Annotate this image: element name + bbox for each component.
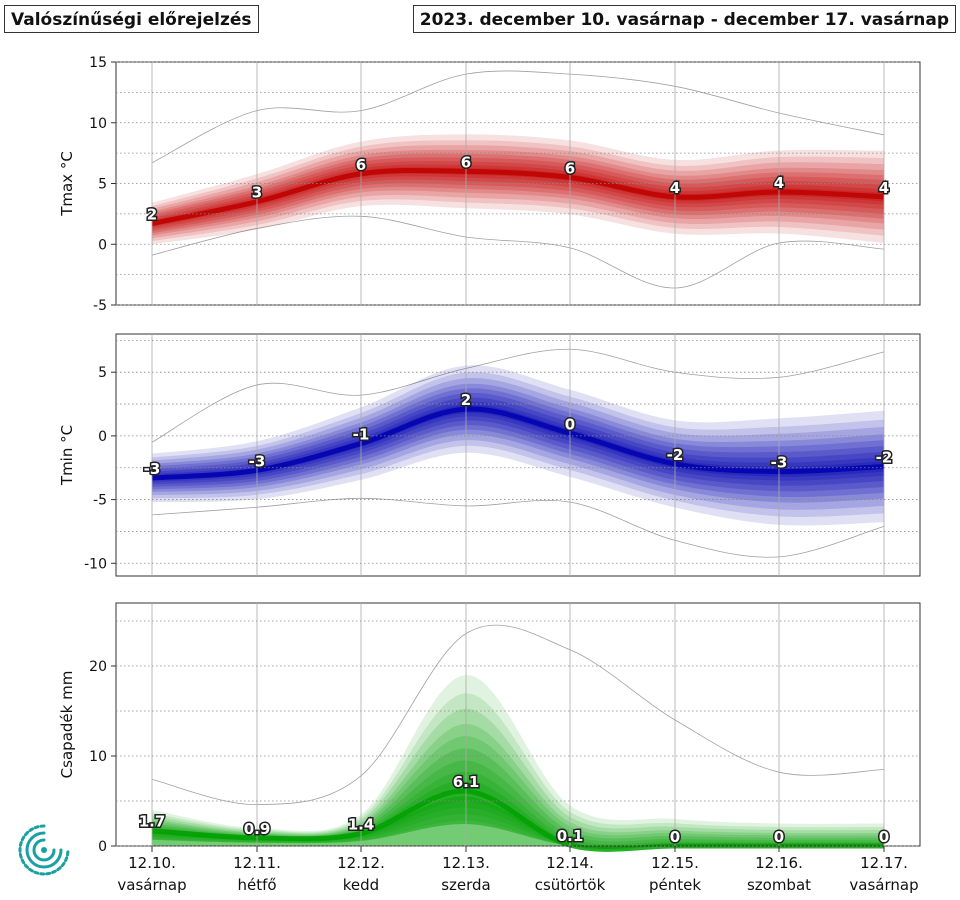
tmin-frame	[115, 333, 921, 577]
precip-ytick-label: 10	[89, 749, 107, 765]
precip-value-label: 0	[879, 828, 889, 846]
tmax-value-label: 6	[356, 156, 366, 174]
precip-value-label: 0	[774, 828, 784, 846]
tmax-ytick-label: 5	[98, 177, 107, 193]
precip-band-0	[152, 674, 884, 848]
precip-ytick-label: 20	[89, 659, 107, 675]
x-date-label: 12.10.	[128, 854, 176, 872]
tmax-ytick-label: -5	[93, 298, 107, 314]
tmax-envelope-min	[151, 215, 885, 289]
tmin-ytick-label: 0	[98, 429, 107, 445]
tmin-envelope-min	[151, 497, 885, 558]
tmin-band-7	[152, 401, 884, 483]
tmax-envelope-max	[151, 70, 885, 164]
tmax-ytick-label: 10	[89, 116, 107, 132]
precip-value-label: 1.4	[348, 815, 375, 833]
tmin-band-2	[152, 377, 884, 510]
tmin-band-1	[152, 372, 884, 517]
tmax-band-0	[152, 134, 884, 245]
x-day-label: vasárnap	[849, 876, 918, 894]
tmin-ytick-label: -10	[84, 556, 107, 572]
precip-envelope-max	[151, 624, 885, 806]
chart-title-left: Valószínűségi előrejelzés	[4, 5, 259, 33]
tmin-value-label: -3	[144, 460, 161, 478]
tmax-ytick-label: 15	[89, 55, 107, 71]
x-day-label: péntek	[649, 876, 701, 894]
precip-band-4	[152, 736, 884, 848]
x-date-label: 12.15.	[651, 854, 699, 872]
tmax-value-label: 4	[670, 179, 680, 197]
panel-tmax: -5 0 5 10 15 Tmax °C	[58, 55, 921, 314]
tmin-value-label: -1	[353, 426, 370, 444]
tmax-band-1	[152, 140, 884, 242]
x-date-label: 12.12.	[337, 854, 385, 872]
precip-band-1	[152, 693, 884, 848]
precip-value-label: 0.9	[244, 820, 271, 838]
tmax-ylabel: Tmax °C	[58, 151, 76, 217]
tmin-ytick-label: 5	[98, 365, 107, 381]
tmax-value-label: 6	[461, 153, 471, 171]
x-day-label: csütörtök	[535, 876, 606, 894]
chart-title-right: 2023. december 10. vasárnap - december 1…	[412, 5, 956, 33]
tmin-envelope-max	[151, 348, 885, 443]
tmax-band-2	[152, 145, 884, 239]
tmax-band-5	[152, 157, 884, 232]
tmin-band-0	[152, 365, 884, 526]
precip-band-3	[152, 723, 884, 848]
precip-ytick-label: 0	[98, 839, 107, 855]
tmax-value-label: 3	[252, 184, 262, 202]
tmin-band-3	[152, 383, 884, 503]
precip-band-5	[152, 748, 884, 848]
precip-band-7	[152, 771, 884, 849]
x-date-label: 12.17.	[860, 854, 908, 872]
tmin-ylabel: Tmin °C	[58, 425, 76, 486]
precip-value-label: 6.1	[453, 773, 480, 791]
x-day-label: szombat	[747, 876, 811, 894]
tmax-ytick-label: 0	[98, 237, 107, 253]
tmin-value-label: -2	[876, 448, 893, 466]
x-date-label: 12.14.	[546, 854, 594, 872]
tmin-value-label: 2	[461, 391, 471, 409]
tmin-value-label: -2	[667, 446, 684, 464]
tmin-median-line	[151, 406, 885, 481]
precip-band-2	[152, 708, 884, 848]
x-date-label: 12.11.	[233, 854, 281, 872]
precip-fan	[151, 624, 885, 852]
tmin-band-6	[152, 397, 884, 486]
precip-ylabel: Csapadék mm	[58, 671, 76, 779]
tmin-value-label: 0	[565, 415, 575, 433]
precip-frame	[115, 602, 921, 847]
tmax-median-line	[151, 167, 885, 227]
logo-icon	[18, 824, 70, 876]
tmin-ytick-label: -5	[93, 493, 107, 509]
tmin-value-label: -3	[771, 454, 788, 472]
tmax-fan	[151, 70, 885, 289]
tmax-value-label: 4	[774, 174, 784, 192]
tmin-fan	[151, 348, 885, 558]
x-day-label: kedd	[343, 876, 379, 894]
precip-value-label: 1.7	[139, 813, 166, 831]
precip-core-area	[152, 796, 884, 850]
x-axis: 12.10. vasárnap 12.11. hétfő 12.12. kedd 12.13…	[117, 846, 919, 894]
tmax-value-label: 6	[565, 159, 575, 177]
x-day-label: vasárnap	[117, 876, 186, 894]
precip-value-label: 0.1	[557, 827, 584, 845]
x-date-label: 12.16.	[755, 854, 803, 872]
tmax-value-label: 2	[147, 206, 157, 224]
x-day-label: szerda	[441, 876, 491, 894]
precip-band-6	[152, 760, 884, 849]
tmax-value-label: 4	[879, 179, 889, 197]
panel-precip: 0 10 20 Csapadék mm	[58, 602, 921, 855]
tmin-value-label: -3	[249, 452, 266, 470]
x-day-label: hétfő	[237, 876, 276, 894]
precip-value-label: 0	[670, 828, 680, 846]
x-date-label: 12.13.	[442, 854, 490, 872]
